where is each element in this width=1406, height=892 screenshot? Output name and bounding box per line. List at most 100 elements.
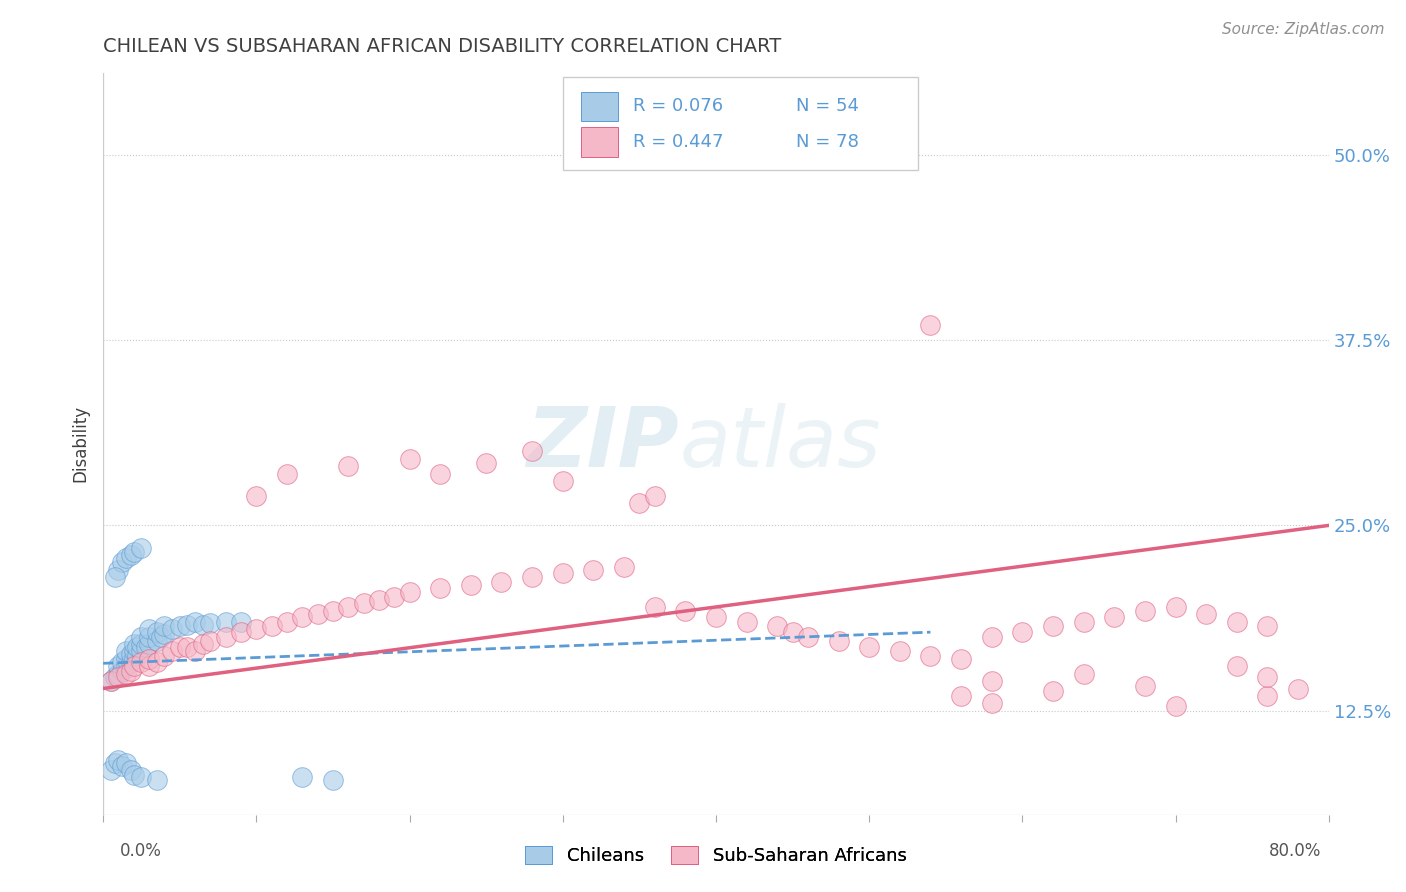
Point [120,548,142,562]
Bar [581,92,617,121]
Point [145,634,167,648]
Point [191,617,214,632]
Point [115,666,138,681]
Point [115,756,138,770]
Point [520,570,543,584]
Text: 0.0%: 0.0% [120,842,162,860]
Point [980,630,1002,644]
Point [353,595,375,609]
Point [100,763,122,777]
Point [122,652,145,666]
Point [1073,615,1095,629]
Point [110,655,132,669]
Point [107,670,129,684]
Point [1042,684,1064,698]
Point [145,625,167,640]
Point [766,619,789,633]
Point [107,753,129,767]
Point [135,640,157,654]
Point [337,599,360,614]
Point [122,637,145,651]
Point [115,644,138,658]
Point [122,545,145,559]
Text: 80.0%: 80.0% [1270,842,1322,860]
Point [704,610,727,624]
Point [1256,619,1278,633]
Point [1286,681,1309,696]
Text: R = 0.076: R = 0.076 [633,97,723,115]
Point [950,652,973,666]
Point [229,615,252,629]
Point [475,456,498,470]
Point [551,566,574,580]
Point [291,610,314,624]
Point [131,637,153,651]
Y-axis label: Disability: Disability [72,405,89,483]
Point [131,655,153,669]
Point [120,648,142,662]
Point [122,659,145,673]
Point [520,444,543,458]
Point [125,640,148,654]
Point [889,644,911,658]
Point [1256,689,1278,703]
Point [215,630,238,644]
Point [1042,619,1064,633]
Point [115,652,138,666]
Point [673,604,696,618]
Point [131,630,153,644]
Point [131,644,153,658]
Point [613,560,636,574]
Point [291,771,314,785]
Point [582,563,605,577]
Point [169,640,191,654]
Point [110,758,132,772]
Point [115,551,138,566]
Point [138,622,160,636]
Point [1011,625,1033,640]
Text: N = 78: N = 78 [796,133,859,151]
Point [122,644,145,658]
Point [184,615,207,629]
Point [460,578,482,592]
Point [145,773,167,788]
Point [644,489,666,503]
Point [1164,599,1187,614]
Point [120,763,142,777]
Point [1164,699,1187,714]
Point [107,563,129,577]
Point [153,626,176,640]
Point [950,689,973,703]
Point [1226,615,1249,629]
Point [150,630,173,644]
Point [131,541,153,555]
Text: R = 0.447: R = 0.447 [633,133,723,151]
Point [153,648,176,663]
Point [429,467,451,481]
Point [107,659,129,673]
Point [215,615,238,629]
Point [337,459,360,474]
Bar [581,128,617,157]
Point [398,451,420,466]
Point [367,592,389,607]
Point [398,585,420,599]
Point [138,659,160,673]
Point [491,574,513,589]
Point [920,318,942,333]
Legend: Chileans, Sub-Saharan Africans: Chileans, Sub-Saharan Africans [519,838,914,872]
Point [1133,604,1156,618]
Point [104,756,127,770]
Point [322,773,344,788]
Point [276,615,298,629]
Point [797,630,820,644]
Point [169,619,191,633]
FancyBboxPatch shape [562,77,918,169]
Point [782,625,804,640]
Point [920,648,942,663]
Point [120,664,142,678]
Point [245,622,267,636]
Point [115,659,138,673]
Point [176,617,198,632]
Point [138,637,160,651]
